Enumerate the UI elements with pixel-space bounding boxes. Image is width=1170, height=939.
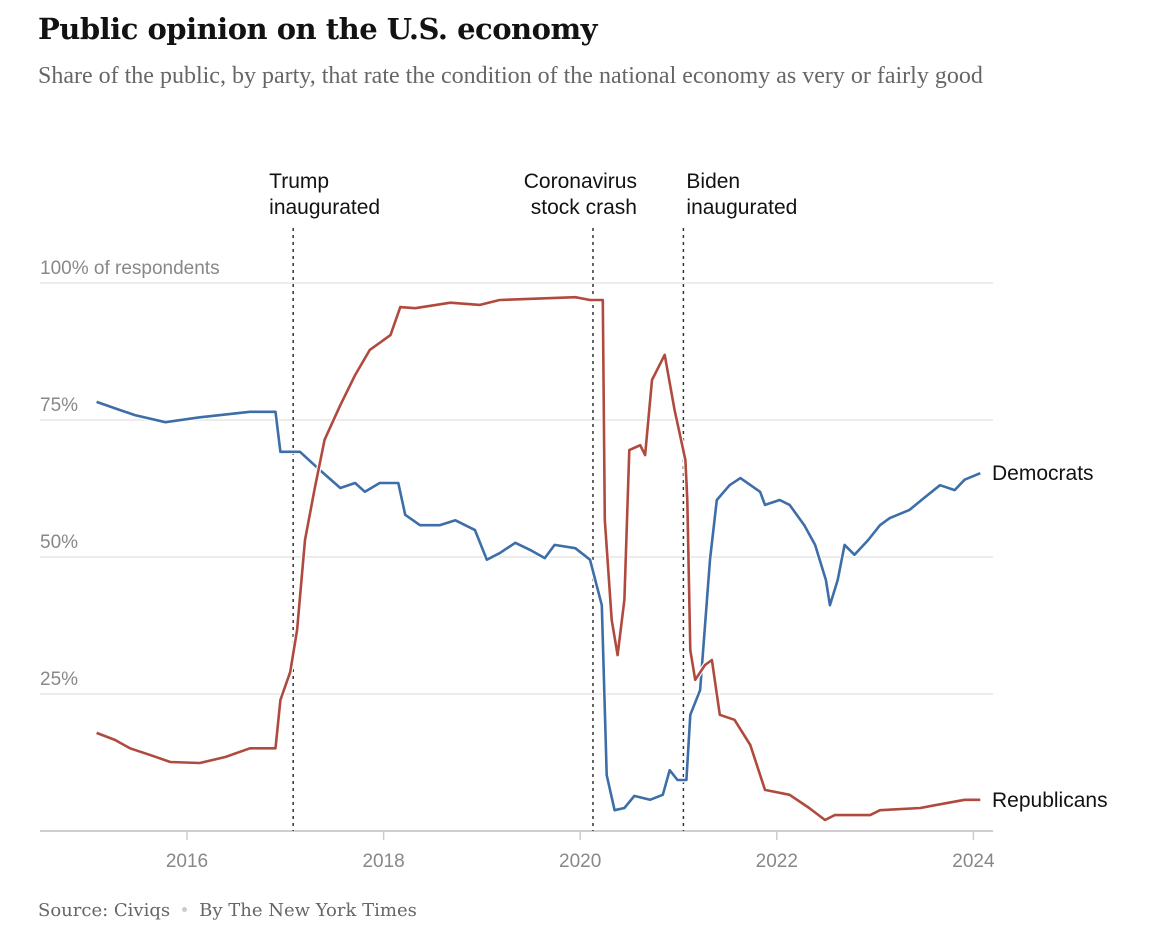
series-label-republicans: Republicans — [992, 789, 1108, 812]
byline-text: By The New York Times — [199, 900, 417, 921]
event-annotation: inaugurated — [269, 196, 380, 219]
y-tick-label: 25% — [40, 669, 78, 690]
separator-dot — [182, 907, 188, 912]
event-annotation: Trump — [269, 170, 329, 193]
series-halo — [95, 399, 982, 813]
source-text: Source: Civiqs — [38, 900, 171, 921]
series-line-democrats — [96, 400, 981, 812]
y-tick-label: 100% of respondents — [40, 258, 220, 279]
x-tick-label: 2018 — [362, 851, 404, 872]
event-annotation: inaugurated — [686, 196, 797, 219]
series-halo — [95, 294, 981, 823]
event-annotation: stock crash — [531, 196, 637, 219]
x-tick-label: 2024 — [952, 851, 995, 872]
series-label-democrats: Democrats — [992, 462, 1094, 485]
x-tick-label: 2022 — [756, 851, 798, 872]
chart-subtitle: Share of the public, by party, that rate… — [38, 63, 983, 89]
y-tick-label: 75% — [40, 395, 78, 416]
event-annotation: Coronavirus — [524, 170, 637, 193]
x-tick-label: 2016 — [166, 851, 208, 872]
x-tick-label: 2020 — [559, 851, 601, 872]
footer: Source: Civiqs By The New York Times — [38, 900, 417, 921]
chart-title: Public opinion on the U.S. economy — [38, 12, 598, 46]
y-tick-label: 50% — [40, 532, 78, 553]
event-annotation: Biden — [686, 170, 740, 193]
series-line-republicans — [96, 295, 981, 822]
